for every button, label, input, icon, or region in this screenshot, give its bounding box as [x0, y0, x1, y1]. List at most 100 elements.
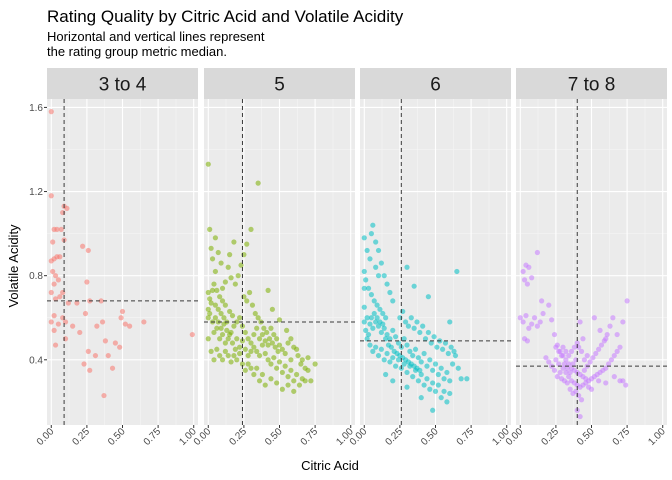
y-tick-label: 0.8 — [29, 271, 43, 282]
data-point — [218, 310, 224, 317]
data-point — [375, 247, 382, 254]
x-tick-label: 0.25 — [70, 426, 92, 448]
data-point — [242, 329, 248, 336]
data-point — [387, 336, 393, 342]
data-point — [246, 289, 253, 296]
x-tick-label: 0.75 — [142, 426, 164, 448]
data-point — [529, 321, 535, 327]
data-point — [553, 357, 559, 363]
data-point — [447, 390, 453, 397]
data-point — [422, 336, 429, 342]
data-point — [282, 350, 288, 357]
data-point — [365, 285, 372, 291]
data-point — [557, 369, 563, 376]
data-point — [365, 331, 372, 338]
data-point — [560, 344, 566, 350]
x-tick-label: 0.50 — [263, 426, 285, 448]
x-tick-label: 0.00 — [504, 426, 526, 448]
data-point — [546, 302, 552, 308]
data-point — [268, 376, 274, 382]
data-point — [378, 260, 384, 266]
data-point — [373, 319, 379, 325]
data-point — [222, 302, 228, 308]
data-point — [209, 256, 216, 262]
data-point — [580, 336, 586, 342]
data-point — [447, 319, 453, 325]
data-point — [293, 371, 300, 378]
data-point — [445, 350, 451, 357]
data-point — [383, 336, 389, 342]
data-point — [570, 361, 576, 367]
data-point — [251, 344, 257, 350]
facet-strip-label: 5 — [274, 75, 285, 96]
data-point — [118, 315, 124, 321]
data-point — [234, 319, 240, 325]
data-point — [285, 374, 291, 380]
data-point — [282, 363, 288, 369]
data-point — [54, 226, 60, 232]
data-point — [448, 344, 454, 350]
data-point — [578, 397, 585, 403]
data-point — [81, 361, 87, 367]
data-point — [235, 273, 241, 279]
data-point — [390, 298, 396, 304]
data-point — [275, 348, 281, 354]
data-point — [64, 205, 70, 211]
data-point — [228, 275, 234, 281]
data-point — [454, 268, 460, 275]
data-point — [85, 247, 91, 254]
data-point — [583, 380, 589, 386]
data-point — [279, 346, 285, 352]
data-point — [424, 363, 430, 369]
data-point — [51, 281, 57, 287]
data-point — [361, 268, 367, 275]
data-point — [387, 289, 393, 296]
data-point — [384, 331, 390, 338]
data-point — [444, 369, 450, 376]
data-point — [361, 235, 367, 241]
data-point — [225, 352, 231, 359]
data-point — [285, 382, 291, 388]
data-point — [205, 306, 211, 312]
y-axis-ticks: 0.4 0.8 1.2 1.6 — [29, 103, 47, 366]
data-point — [520, 319, 526, 325]
data-point — [549, 317, 555, 323]
data-point — [596, 346, 602, 352]
data-point — [404, 369, 410, 376]
data-point — [581, 357, 587, 363]
data-point — [374, 315, 380, 321]
data-point — [217, 294, 223, 300]
chart-subtitle-line-2: the rating group metric median. — [47, 44, 227, 59]
data-point — [368, 231, 374, 237]
data-point — [393, 363, 399, 369]
data-point — [237, 315, 243, 321]
chart-title: Rating Quality by Citric Acid and Volati… — [47, 7, 404, 26]
data-point — [205, 289, 211, 296]
data-point — [607, 323, 613, 329]
data-point — [407, 348, 413, 354]
data-point — [239, 361, 246, 367]
data-point — [211, 357, 217, 363]
data-point — [388, 344, 394, 350]
data-point — [279, 386, 285, 392]
data-point — [305, 367, 311, 373]
data-point — [418, 371, 424, 378]
data-point — [296, 382, 303, 388]
data-point — [584, 352, 590, 359]
data-point — [255, 180, 261, 186]
data-point — [272, 344, 278, 350]
data-point — [603, 380, 609, 386]
data-point — [534, 323, 540, 329]
data-point — [380, 310, 386, 317]
data-point — [451, 348, 457, 354]
data-point — [381, 325, 387, 331]
data-point — [424, 376, 430, 382]
data-point — [237, 344, 243, 350]
data-point — [269, 306, 275, 312]
data-point — [564, 365, 570, 371]
data-point — [566, 374, 572, 380]
data-point — [603, 336, 609, 342]
data-point — [611, 352, 617, 359]
facet-strip-label: 6 — [430, 75, 441, 96]
data-point — [245, 336, 251, 342]
